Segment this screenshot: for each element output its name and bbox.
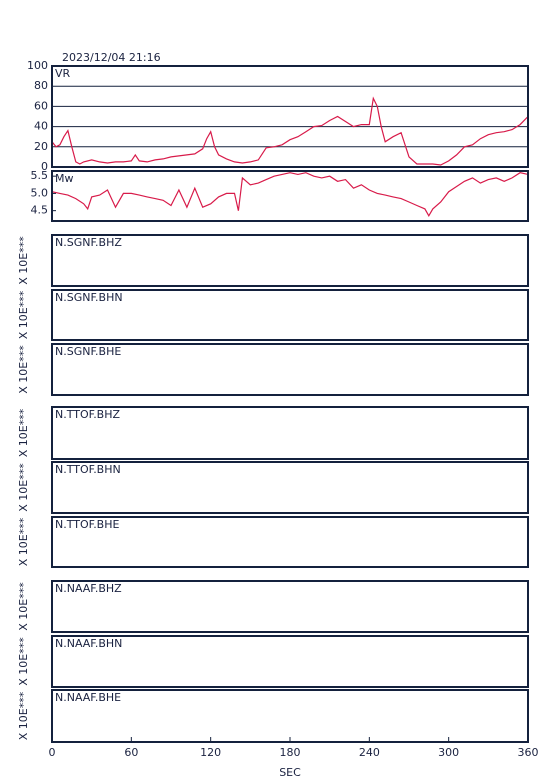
- y-tick-label: 4.5: [31, 204, 49, 217]
- y-tick-label: 40: [34, 120, 48, 133]
- panel-frame: [51, 635, 529, 688]
- panel-label: N.TTOF.BHN: [55, 463, 121, 476]
- y-axis-label: X 10E***: [17, 236, 30, 285]
- x-tick-label: 0: [49, 746, 56, 759]
- y-axis-label: X 10E***: [17, 290, 30, 339]
- panel-frame: [51, 170, 529, 222]
- x-tick-label: 240: [359, 746, 380, 759]
- y-axis-label: X 10E***: [17, 517, 30, 566]
- y-tick-label: 80: [34, 79, 48, 92]
- x-axis-label: SEC: [279, 766, 301, 779]
- panel-frame: [51, 516, 529, 568]
- y-tick-label: 100: [27, 59, 48, 72]
- panel-frame: [51, 234, 529, 287]
- panel-label: VR: [55, 67, 71, 80]
- panel-label: N.TTOF.BHZ: [55, 408, 121, 421]
- panel-label: Mw: [55, 172, 74, 185]
- panel-frame: [51, 461, 529, 514]
- x-tick-label: 180: [280, 746, 301, 759]
- y-tick-label: 0: [41, 160, 48, 173]
- data-line: [51, 172, 529, 218]
- y-axis-label: X 10E***: [17, 345, 30, 394]
- y-tick-label: 60: [34, 99, 48, 112]
- chart-title: 2023/12/04 21:16: [62, 51, 161, 64]
- y-axis-label: X 10E***: [17, 408, 30, 457]
- panel-label: N.TTOF.BHE: [55, 518, 120, 531]
- panel-label: N.SGNF.BHE: [55, 345, 121, 358]
- panel-frame: [51, 406, 529, 460]
- panel-frame: [51, 580, 529, 633]
- panel-label: N.SGNF.BHZ: [55, 236, 122, 249]
- x-tick-label: 300: [438, 746, 459, 759]
- panel-frame: [51, 65, 529, 168]
- y-axis-label: X 10E***: [17, 582, 30, 631]
- x-tick-label: 120: [200, 746, 221, 759]
- y-tick-label: 5.5: [31, 169, 49, 182]
- y-tick-label: 5.0: [31, 186, 49, 199]
- panel-label: N.NAAF.BHZ: [55, 582, 122, 595]
- panel-frame: [51, 289, 529, 341]
- y-tick-label: 20: [34, 140, 48, 153]
- panel-label: N.NAAF.BHE: [55, 691, 121, 704]
- y-axis-label: X 10E***: [17, 637, 30, 686]
- panel-frame: [51, 689, 529, 743]
- panel-label: N.SGNF.BHN: [55, 291, 123, 304]
- y-axis-label: X 10E***: [17, 463, 30, 512]
- x-tick-label: 360: [518, 746, 539, 759]
- panel-label: N.NAAF.BHN: [55, 637, 122, 650]
- y-axis-label: X 10E***: [17, 691, 30, 740]
- x-tick-label: 60: [124, 746, 138, 759]
- panel-frame: [51, 343, 529, 396]
- data-line: [51, 96, 529, 166]
